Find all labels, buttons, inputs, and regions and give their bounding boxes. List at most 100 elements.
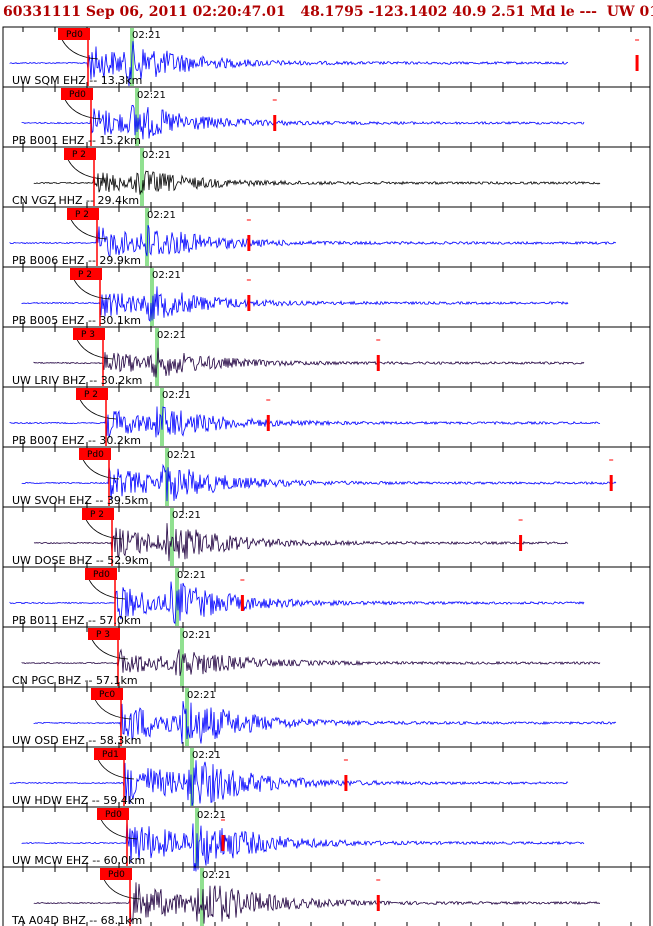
trace-panel: 02:21 P 3 CN PGC BHZ -- 57.1km (2, 626, 651, 688)
waveform (33, 523, 569, 562)
p-pick-label: Pd1 (102, 750, 119, 760)
time-label: 02:21 (137, 90, 166, 101)
p-pick-box (82, 508, 114, 520)
p-pick-label: Pd0 (87, 450, 104, 460)
trace-panel: 02:21 Pd0 UW SVOH EHZ -- 39.5km (2, 446, 651, 508)
waveform (21, 104, 585, 140)
p-pick-label: P 3 (96, 630, 110, 640)
p-pick-box (88, 628, 120, 640)
waveform (33, 170, 601, 195)
waveform (9, 581, 585, 625)
green-marker (160, 388, 164, 446)
waveform (33, 882, 601, 924)
trace-label: UW LRIV BHZ -- 30.2km (12, 374, 142, 387)
trace-label: PB B001 EHZ -- 15.2km (12, 134, 141, 147)
p-pick-box (79, 448, 111, 460)
waveform (9, 760, 569, 807)
p-pick-label: P 3 (81, 330, 95, 340)
time-label: 02:21 (197, 810, 226, 821)
event-lat: 48.1795 (300, 4, 364, 20)
trace-panel: 02:21 P 2 PB B006 EHZ -- 29.9km (2, 206, 651, 268)
waveform (21, 286, 569, 322)
event-depth: 40.9 (452, 4, 487, 20)
event-network: UW 01 (606, 4, 653, 20)
p-pick-label: Pd0 (66, 30, 83, 40)
p-pick-label: P 2 (72, 150, 86, 160)
seismogram-plot: 02:21 Pd0 UW SQM EHZ -- 13.3km 02:21 Pd0 PB B… (2, 26, 651, 926)
green-marker (185, 688, 189, 746)
p-pick-box (70, 268, 102, 280)
time-label: 02:21 (182, 630, 211, 641)
trace-label: UW MCW EHZ -- 60.0km (12, 854, 145, 867)
green-marker (165, 448, 169, 506)
p-pick-label: Pd0 (105, 810, 122, 820)
p-pick-box (61, 88, 93, 100)
time-label: 02:21 (187, 690, 216, 701)
green-marker (145, 208, 149, 266)
p-pick-box (64, 148, 96, 160)
trace-label: PB B011 EHZ -- 57.0km (12, 614, 141, 627)
trace-panel: 02:21 Pd0 PB B001 EHZ -- 15.2km (2, 86, 651, 148)
p-pick-box (76, 388, 108, 400)
green-marker (135, 88, 139, 146)
trace-label: PB B005 EHZ -- 30.1km (12, 314, 141, 327)
trace-label: UW SVOH EHZ -- 39.5km (12, 494, 148, 507)
p-pick-box (91, 688, 123, 700)
time-label: 02:21 (132, 30, 161, 41)
trace-panel: 02:21 Pc0 UW OSD EHZ -- 58.3km (2, 686, 651, 748)
trace-label: PB B007 EHZ -- 30.2km (12, 434, 141, 447)
event-id: 60331111 (3, 4, 81, 20)
p-pick-label: P 2 (78, 270, 92, 280)
green-marker (155, 328, 159, 386)
p-pick-box (73, 328, 105, 340)
p-pick-box (100, 868, 132, 880)
time-label: 02:21 (142, 150, 171, 161)
trace-label: UW OSD EHZ -- 58.3km (12, 734, 141, 747)
time-label: 02:21 (177, 570, 206, 581)
trace-label: UW SQM EHZ -- 13.3km (12, 74, 142, 87)
p-pick-box (94, 748, 126, 760)
time-label: 02:21 (192, 750, 221, 761)
trace-panel: 02:21 P 3 UW LRIV BHZ -- 30.2km (2, 326, 651, 388)
green-marker (200, 868, 204, 926)
p-pick-label: Pd0 (108, 870, 125, 880)
event-mag-type: Md (530, 4, 556, 20)
event-header: 60331111 Sep 06, 2011 02:20:47.01 48.179… (0, 0, 653, 24)
waveform (33, 701, 617, 744)
trace-panel: 02:21 P 2 UW DOSE BHZ -- 52.9km (2, 506, 651, 568)
p-pick-box (97, 808, 129, 820)
green-marker (190, 748, 194, 806)
trace-label: PB B006 EHZ -- 29.9km (12, 254, 141, 267)
p-pick-label: Pd0 (69, 90, 86, 100)
trace-label: TA A04D BHZ -- 68.1km (11, 914, 142, 926)
p-pick-box (58, 28, 90, 40)
p-pick-label: P 2 (75, 210, 89, 220)
event-datetime: Sep 06, 2011 02:20:47.01 (85, 4, 286, 20)
trace-label: CN VGZ HHZ -- 29.4km (12, 194, 139, 207)
waveform (9, 224, 617, 257)
waveform (21, 463, 617, 502)
trace-label: UW DOSE BHZ -- 52.9km (12, 554, 149, 567)
waveform (9, 406, 601, 438)
green-marker (140, 148, 144, 206)
trace-panel: 02:21 Pd0 PB B011 EHZ -- 57.0km (2, 566, 651, 628)
trace-panel: 02:21 P 2 PB B007 EHZ -- 30.2km (2, 386, 651, 448)
p-pick-label: Pc0 (99, 690, 115, 700)
waveform (21, 820, 585, 872)
event-flags: le --- (560, 4, 597, 20)
p-pick-label: P 2 (90, 510, 104, 520)
p-pick-box (67, 208, 99, 220)
waveform (33, 347, 585, 378)
trace-panel: 02:21 Pd0 TA A04D BHZ -- 68.1km (2, 866, 651, 926)
trace-panel: 02:21 Pd0 UW MCW EHZ -- 60.0km (2, 806, 651, 872)
green-marker (150, 268, 154, 326)
trace-panel: 02:21 P 2 PB B005 EHZ -- 30.1km (2, 266, 651, 328)
p-pick-box (85, 568, 117, 580)
time-label: 02:21 (152, 270, 181, 281)
panel-frame (2, 866, 651, 926)
green-marker (180, 628, 184, 686)
trace-label: UW HDW EHZ -- 59.4km (12, 794, 145, 807)
time-label: 02:21 (202, 870, 231, 881)
p-pick-label: Pd0 (93, 570, 110, 580)
time-label: 02:21 (172, 510, 201, 521)
